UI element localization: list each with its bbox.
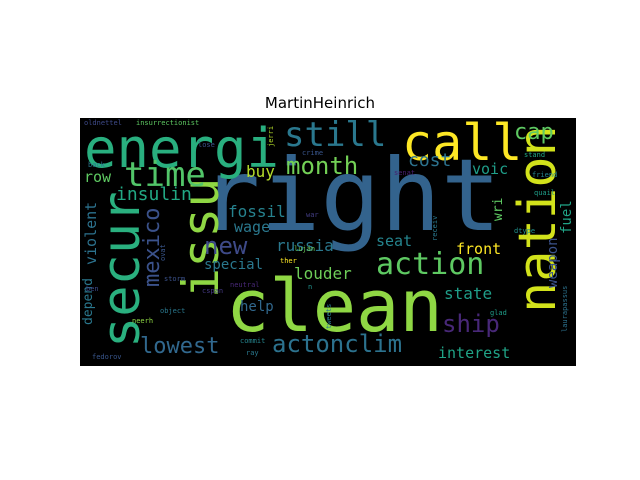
- word-cloud-word: receiv: [431, 215, 439, 242]
- word-cloud-word: seat: [376, 232, 413, 250]
- word-cloud-word: ray: [246, 349, 259, 357]
- word-cloud-word: louder: [294, 264, 352, 283]
- word-cloud-word: tweets: [325, 303, 333, 330]
- word-cloud-word: fossil: [228, 202, 286, 221]
- word-cloud-word: luján: [294, 245, 316, 253]
- word-cloud-word: n: [308, 283, 313, 291]
- word-cloud-word: neerh: [132, 317, 154, 325]
- word-cloud: right clean energi nation call secur issu still…: [80, 118, 576, 366]
- word-cloud-word: storm: [164, 275, 186, 283]
- word-cloud-word: commit: [240, 337, 266, 345]
- word-cloud-word: buy: [246, 162, 275, 181]
- word-cloud-word: cspan: [202, 287, 224, 295]
- word-cloud-word: senat: [394, 169, 416, 177]
- word-cloud-word: wage: [234, 218, 271, 236]
- word-cloud-word: row: [84, 168, 112, 186]
- word-cloud-word: insulin: [116, 184, 192, 205]
- word-cloud-word: fedorov: [92, 353, 122, 361]
- word-cloud-word: weapon: [545, 237, 561, 289]
- word-cloud-word: time: [124, 155, 206, 195]
- word-cloud-word: cap: [514, 120, 554, 145]
- word-cloud-word: actonclim: [272, 330, 403, 358]
- word-cloud-word: oldnettel: [84, 119, 122, 127]
- word-cloud-word: cost: [408, 150, 452, 171]
- word-cloud-word: new: [204, 232, 248, 260]
- word-cloud-word: front: [456, 240, 502, 258]
- word-cloud-word: ther: [280, 257, 297, 265]
- word-cloud-word: fuel: [559, 199, 575, 234]
- word-cloud-word: war: [306, 211, 319, 219]
- word-cloud-word: lowest: [140, 334, 220, 359]
- word-cloud-word: back: [88, 161, 105, 169]
- word-cloud-word: object: [160, 307, 186, 315]
- word-cloud-word: state: [444, 284, 493, 303]
- word-cloud-word: russia: [276, 236, 334, 255]
- word-cloud-word: still: [284, 118, 387, 155]
- word-cloud-word: glad: [490, 309, 507, 317]
- word-cloud-word: call: [402, 118, 523, 172]
- word-cloud-word: wri: [491, 197, 506, 222]
- word-cloud-word: right: [200, 137, 502, 254]
- word-cloud-word: stand: [524, 151, 546, 159]
- word-cloud-word: help: [240, 299, 274, 315]
- word-cloud-word: action: [376, 247, 485, 282]
- word-cloud-word: ben: [86, 285, 99, 293]
- word-cloud-word: crime: [302, 149, 324, 157]
- word-cloud-word: quail: [534, 189, 556, 197]
- word-cloud-word: energi: [84, 118, 280, 180]
- word-cloud-word: ovat: [159, 243, 167, 261]
- word-cloud-word: clean: [226, 264, 443, 348]
- word-cloud-word: laurapassus: [561, 285, 569, 333]
- word-cloud-word: special: [204, 257, 264, 273]
- chart-title: MartinHeinrich: [264, 94, 376, 112]
- word-cloud-word: dtype: [514, 227, 536, 235]
- word-cloud-word: jerri: [267, 125, 275, 147]
- word-cloud-word: month: [286, 152, 359, 180]
- word-cloud-word: lose: [198, 141, 215, 149]
- word-cloud-word: friend: [532, 171, 558, 179]
- word-cloud-word: insurrectionist: [136, 119, 200, 127]
- word-cloud-word: ship: [442, 310, 500, 338]
- word-cloud-word: neutral: [230, 281, 260, 289]
- word-cloud-word: violent: [82, 201, 100, 265]
- word-cloud-word: voic: [472, 160, 509, 178]
- word-cloud-word: interest: [438, 344, 511, 362]
